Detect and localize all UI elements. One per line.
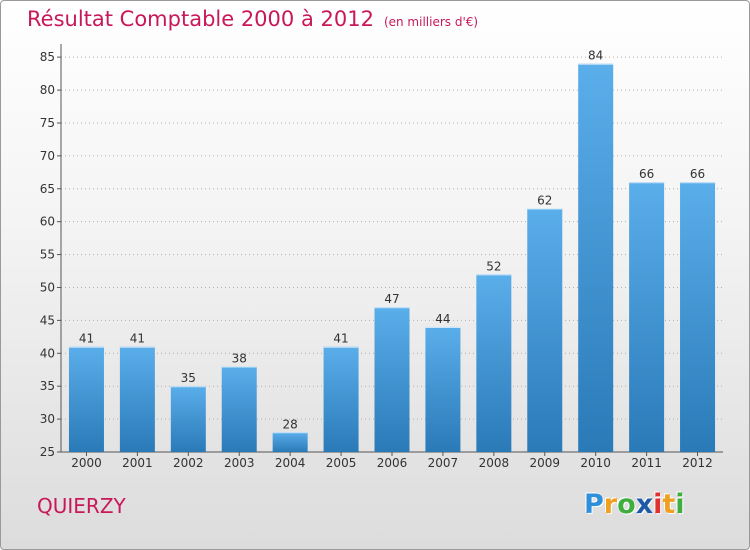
logo-letter: t (662, 489, 676, 520)
logo-letter: P (584, 489, 604, 520)
logo-letter: o (617, 489, 636, 520)
chart-title: Résultat Comptable 2000 à 2012 (en millie… (27, 7, 478, 31)
y-tick-label: 25 (40, 445, 55, 459)
x-tick-label: 2003 (224, 456, 255, 470)
y-tick-label: 30 (40, 412, 55, 426)
x-tick-label: 2009 (529, 456, 560, 470)
logo-letter: i (653, 489, 663, 520)
chart-title-text: Résultat Comptable 2000 à 2012 (27, 7, 374, 31)
logo-letter: i (675, 489, 685, 520)
data-label: 66 (639, 167, 654, 181)
proxiti-logo[interactable]: Proxiti (584, 489, 685, 520)
x-tick-label: 2005 (326, 456, 357, 470)
data-label: 52 (486, 259, 501, 273)
bar (629, 182, 665, 452)
bar (68, 346, 104, 452)
y-tick-label: 80 (40, 83, 55, 97)
bar (272, 432, 308, 452)
data-label: 38 (232, 351, 247, 365)
x-tick-label: 2012 (682, 456, 713, 470)
bar (578, 63, 614, 452)
bar (170, 386, 206, 452)
bar (476, 274, 512, 452)
x-tick-label: 2004 (275, 456, 306, 470)
x-tick-label: 2001 (122, 456, 153, 470)
data-label: 47 (384, 292, 399, 306)
y-tick-label: 35 (40, 379, 55, 393)
x-tick-label: 2000 (71, 456, 102, 470)
data-label: 35 (181, 371, 196, 385)
data-label: 44 (435, 312, 450, 326)
y-tick-label: 65 (40, 182, 55, 196)
bar (323, 346, 359, 452)
data-label: 62 (537, 194, 552, 208)
bar (527, 208, 563, 452)
data-label: 41 (130, 332, 145, 346)
commune-name: QUIERZY (37, 494, 126, 518)
bar (425, 326, 461, 452)
bar (221, 366, 257, 452)
data-label: 66 (690, 167, 705, 181)
x-tick-label: 2002 (173, 456, 204, 470)
y-tick-label: 70 (40, 149, 55, 163)
x-tick-label: 2011 (631, 456, 662, 470)
y-tick-label: 75 (40, 116, 55, 130)
y-tick-label: 55 (40, 248, 55, 262)
logo-letter: r (603, 489, 618, 520)
y-tick-label: 60 (40, 215, 55, 229)
x-tick-label: 2007 (428, 456, 459, 470)
y-tick-label: 40 (40, 346, 55, 360)
x-tick-label: 2006 (377, 456, 408, 470)
y-tick-label: 50 (40, 280, 55, 294)
bar (119, 346, 155, 452)
y-tick-label: 85 (40, 50, 55, 64)
data-label: 41 (79, 332, 94, 346)
unit-note: (en milliers d'€) (383, 15, 479, 29)
bar (374, 307, 410, 452)
data-label: 84 (588, 49, 603, 63)
data-label: 28 (283, 417, 298, 431)
data-label: 41 (333, 332, 348, 346)
y-tick-label: 45 (40, 313, 55, 327)
logo-letter: x (635, 489, 654, 520)
x-tick-label: 2008 (479, 456, 510, 470)
x-tick-label: 2010 (580, 456, 611, 470)
bar (680, 182, 716, 452)
